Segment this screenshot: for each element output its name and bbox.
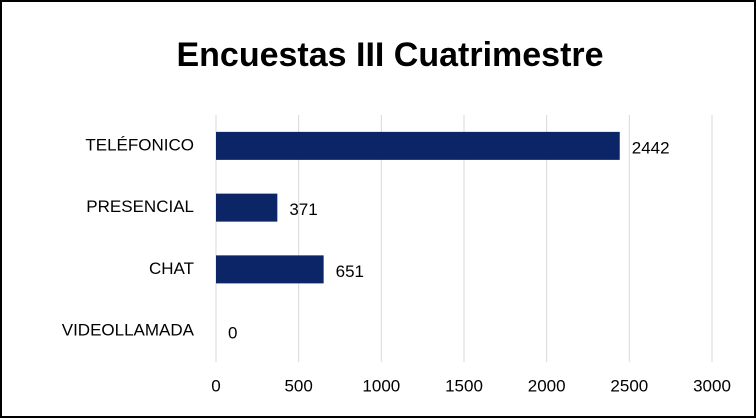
x-tick-label: 1500 <box>445 376 483 395</box>
x-tick-label: 0 <box>211 376 220 395</box>
bar <box>216 131 620 160</box>
chart-title: Encuestas III Cuatrimestre <box>176 36 603 74</box>
x-tick-label: 2000 <box>528 376 566 395</box>
bar <box>216 255 324 284</box>
value-label: 0 <box>228 324 237 343</box>
y-tick-label: VIDEOLLAMADA <box>62 321 195 340</box>
value-label: 651 <box>336 262 364 281</box>
y-tick-label: TELÉFONICO <box>85 135 194 154</box>
value-label: 2442 <box>632 138 670 157</box>
bar <box>216 193 278 222</box>
x-tick-label: 3000 <box>693 376 731 395</box>
x-tick-label: 1000 <box>362 376 400 395</box>
y-tick-label: PRESENCIAL <box>86 197 194 216</box>
y-tick-label: CHAT <box>149 259 194 278</box>
value-label: 371 <box>289 200 317 219</box>
x-tick-label: 500 <box>284 376 312 395</box>
x-tick-label: 2500 <box>610 376 648 395</box>
